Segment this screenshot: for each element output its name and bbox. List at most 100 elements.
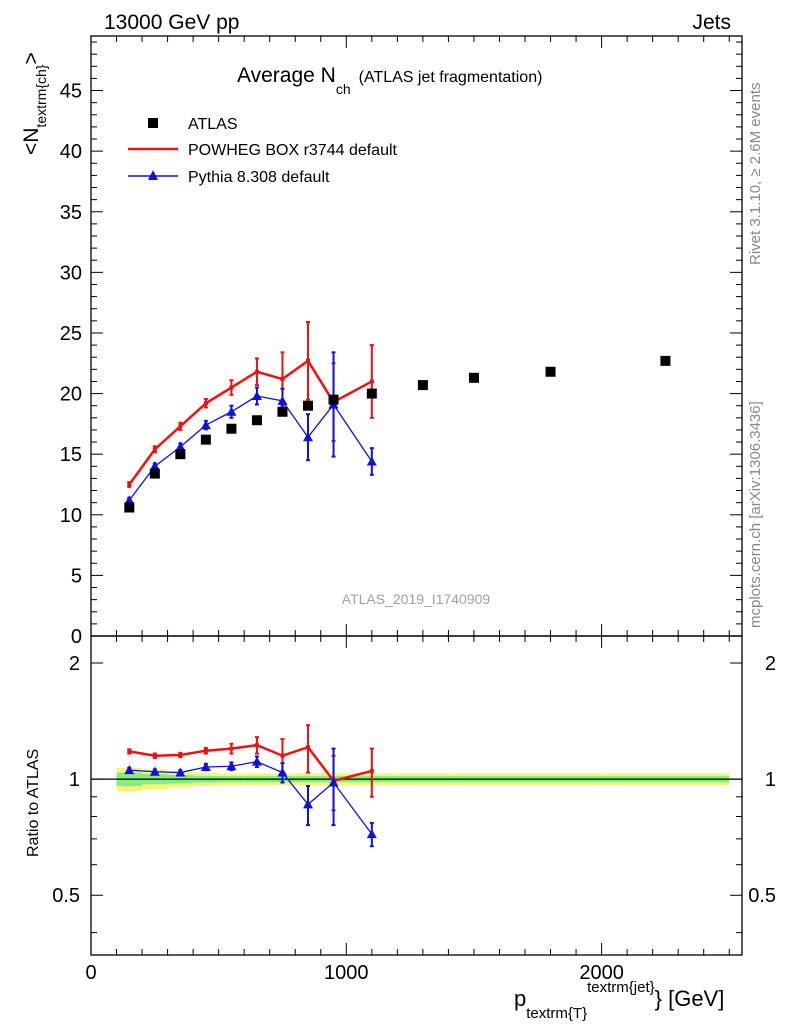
powheg-ratio-point <box>152 753 157 758</box>
atlas-data-point <box>251 415 262 426</box>
main-panel: 0 5 10 15 20 25 30 35 40 45 <box>60 35 743 648</box>
atlas-data-point <box>124 502 135 513</box>
pythia-point <box>200 420 211 430</box>
ratio-y-tick-label-left: 2 <box>69 653 80 675</box>
powheg-point <box>280 377 285 382</box>
header-left-label: 13000 GeV pp <box>104 11 239 34</box>
atlas-data-point <box>200 434 211 445</box>
powheg-ratio-point <box>178 752 183 757</box>
pythia-line <box>128 395 373 501</box>
pythia-ratio-point <box>149 766 160 776</box>
powheg-ratio-point <box>254 743 259 748</box>
legend-marker-pythia <box>148 170 158 180</box>
powheg-point <box>306 358 310 363</box>
ratio-panel: 0 1000 2000 0.5 0.5 1 1 2 2 <box>52 635 776 984</box>
pythia-point <box>277 395 288 405</box>
main-y-tick-label: 0 <box>71 626 82 648</box>
powheg-point <box>229 385 234 390</box>
ratio-y-tick-label-right: 1 <box>765 769 776 791</box>
analysis-id-label: ATLAS_2019_I1740909 <box>342 591 491 607</box>
pythia-ratio-point <box>366 829 377 839</box>
powheg-point <box>203 401 208 406</box>
main-y-tick-label: 45 <box>60 81 82 103</box>
legend-label-atlas: ATLAS <box>188 116 238 133</box>
pythia-ratio-line <box>129 760 373 835</box>
pythia-ratio-point <box>226 761 237 771</box>
chart-title: Average Nch (ATLAS jet fragmentation) <box>237 64 542 97</box>
main-y-tick-label: 15 <box>60 444 82 466</box>
x-label-main: p <box>514 986 526 1011</box>
main-y-label-tail: > <box>20 52 43 64</box>
powheg-point <box>127 482 132 487</box>
pythia-ratio-point <box>328 777 339 787</box>
chart-title-sub: ch <box>336 81 351 97</box>
atlas-data-point <box>277 406 288 417</box>
ratio-y-tick-label-left: 1 <box>69 769 80 791</box>
x-axis-label: ptextrm{T}textrm{jet}} [GeV] <box>514 979 724 1022</box>
main-y-tick-label: 20 <box>60 384 82 406</box>
powheg-point <box>254 369 259 374</box>
powheg-ratio-line <box>129 743 373 783</box>
legend-label-powheg: POWHEG BOX r3744 default <box>188 142 398 159</box>
pythia-ratio-point <box>124 765 135 775</box>
powheg-point <box>369 379 374 384</box>
x-label-sup: textrm{jet} <box>587 979 655 996</box>
ratio-y-tick-label-left: 0.5 <box>52 885 80 907</box>
pythia-point <box>366 456 377 466</box>
main-y-tick-label: 10 <box>60 505 82 527</box>
mcplots-label: mcplots.cern.ch [arXiv:1306.3436] <box>747 401 764 628</box>
main-y-tick-label: 40 <box>60 141 82 163</box>
chart-title-main: Average N <box>237 64 336 87</box>
powheg-ratio-point <box>127 749 132 754</box>
main-y-axis-label: <Ntextrm{ch}> <box>20 52 49 155</box>
pythia-ratio-point <box>200 762 211 772</box>
ratio-y-axis-label: Ratio to ATLAS <box>25 749 42 857</box>
main-y-label-sub: textrm{ch} <box>33 64 49 127</box>
pythia-ratio-point <box>251 756 262 766</box>
legend-marker-atlas <box>148 118 158 128</box>
atlas-data-point <box>226 423 237 434</box>
atlas-data-point <box>149 468 160 479</box>
main-y-tick-label: 5 <box>71 565 82 587</box>
pythia-point <box>251 391 262 400</box>
main-y-label-main: <N <box>20 128 43 155</box>
ratio-y-tick-label-right: 2 <box>765 653 776 675</box>
pythia-point <box>149 461 160 471</box>
ratio-y-tick-label-right: 0.5 <box>748 885 776 907</box>
x-tick-label: 2000 <box>579 962 624 984</box>
main-y-tick-label: 25 <box>60 323 82 345</box>
pythia-ratio-point <box>175 767 186 777</box>
powheg-ratio-point <box>369 768 374 773</box>
atlas-data-point <box>303 400 313 411</box>
chart-title-suffix: (ATLAS jet fragmentation) <box>359 69 543 86</box>
rivet-label: Rivet 3.1.10, ≥ 2.6M events <box>747 83 764 266</box>
pythia-point <box>124 495 135 505</box>
legend: ATLAS POWHEG BOX r3744 default Pythia 8.… <box>128 116 398 186</box>
powheg-point <box>152 447 157 452</box>
pythia-point <box>303 432 313 442</box>
pythia-ratio-point <box>277 767 288 777</box>
legend-label-pythia: Pythia 8.308 default <box>188 169 330 186</box>
atlas-data-point <box>328 394 339 405</box>
powheg-ratio-point <box>203 748 208 753</box>
atlas-data-point <box>417 380 428 391</box>
x-label-sub: textrm{T} <box>526 1005 587 1022</box>
pythia-ratio-point <box>303 799 313 809</box>
atlas-data-point <box>545 366 556 377</box>
x-label-unit: } [GeV] <box>655 986 725 1011</box>
powheg-point <box>178 424 183 429</box>
header-right-label: Jets <box>692 11 731 34</box>
atlas-data-point <box>660 355 671 366</box>
atlas-data-point <box>366 388 377 399</box>
powheg-ratio-point <box>229 746 234 751</box>
powheg-line <box>128 359 373 486</box>
atlas-data-point <box>175 449 186 460</box>
main-y-tick-label: 30 <box>60 262 82 284</box>
main-y-tick-label: 35 <box>60 202 82 224</box>
powheg-ratio-point <box>306 745 310 750</box>
atlas-data-point <box>468 372 479 383</box>
x-tick-label: 1000 <box>324 962 369 984</box>
ratio-frame <box>90 635 743 956</box>
pythia-point <box>175 441 186 451</box>
